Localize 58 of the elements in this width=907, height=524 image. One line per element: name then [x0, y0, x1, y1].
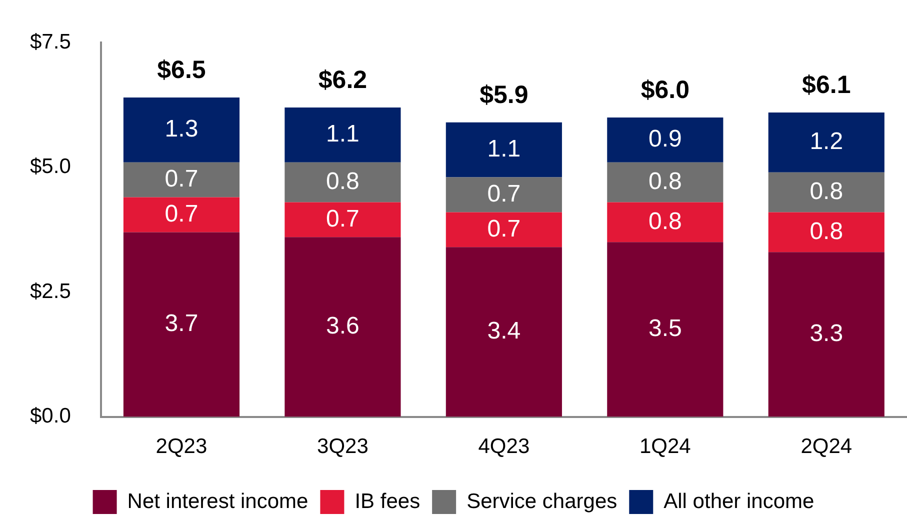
total-label: $6.2	[318, 66, 368, 94]
bar	[284, 202, 401, 238]
total-label: $5.9	[480, 80, 528, 109]
data-label: 1.3	[164, 116, 198, 143]
bar	[446, 177, 562, 212]
y-tick-label: $5.0	[30, 155, 71, 178]
data-label: 0.7	[487, 215, 521, 242]
bar	[123, 232, 240, 417]
bar	[123, 97, 240, 162]
bar	[446, 122, 562, 178]
total-label: $6.1	[802, 70, 851, 99]
bar	[446, 247, 562, 417]
bar	[768, 212, 884, 252]
legend-label: All other income	[664, 490, 814, 513]
bar	[284, 237, 401, 417]
y-tick-label: $0.0	[30, 404, 71, 428]
bar	[607, 117, 724, 162]
data-label: 0.8	[648, 208, 682, 235]
data-label: 0.8	[648, 168, 682, 195]
data-label: 0.8	[810, 218, 844, 245]
total-label: $6.0	[640, 76, 690, 104]
data-label: 0.8	[326, 168, 360, 195]
total-label: $6.5	[157, 56, 206, 84]
bar	[768, 112, 884, 172]
data-label: 0.7	[164, 165, 198, 192]
data-label: 1.1	[487, 135, 521, 162]
data-label: 3.3	[810, 320, 844, 348]
bar	[607, 162, 724, 202]
x-tick-label: 3Q23	[317, 435, 368, 458]
data-label: 0.8	[810, 178, 844, 205]
legend-label: IB fees	[354, 490, 420, 513]
data-label: 3.7	[164, 310, 198, 338]
data-label: 1.2	[810, 128, 844, 156]
bar	[284, 107, 401, 162]
bar	[607, 242, 724, 417]
y-tick-label: $2.5	[30, 280, 71, 303]
bar	[607, 202, 724, 242]
data-label: 0.7	[164, 200, 198, 228]
data-label: 0.9	[648, 126, 682, 153]
x-tick-label: 2Q23	[156, 435, 208, 458]
bar	[768, 172, 884, 212]
x-tick-label: 2Q24	[800, 435, 852, 458]
data-label: 3.6	[326, 312, 360, 340]
bar	[123, 162, 240, 198]
data-label: 0.7	[326, 205, 360, 232]
data-label: 3.5	[648, 315, 682, 342]
bar	[768, 252, 884, 417]
x-tick-label: 1Q24	[639, 435, 692, 458]
data-label: 3.4	[487, 318, 521, 345]
data-label: 1.1	[326, 120, 360, 148]
x-tick-label: 4Q23	[478, 435, 530, 458]
bar	[284, 162, 401, 202]
y-tick-label: $7.5	[30, 30, 71, 54]
legend-label: Net interest income	[127, 490, 308, 513]
data-label: 0.7	[487, 180, 521, 208]
bar	[446, 212, 562, 248]
bar	[123, 197, 240, 232]
legend-label: Service charges	[466, 490, 618, 513]
